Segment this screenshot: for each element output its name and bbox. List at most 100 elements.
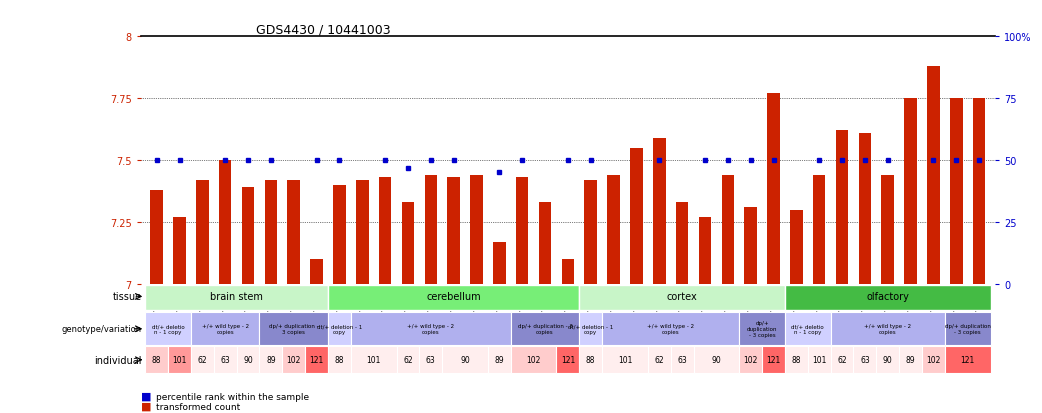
Bar [333,185,346,284]
Text: 102: 102 [744,355,758,364]
Bar [904,99,917,284]
Bar [511,347,556,373]
Bar [739,313,785,345]
Bar [927,67,940,284]
Bar [288,180,300,284]
Text: GDS4430 / 10441003: GDS4430 / 10441003 [256,23,391,36]
Bar [442,347,488,373]
Text: +/+ wild type - 2
copies: +/+ wild type - 2 copies [647,324,694,335]
Bar [767,94,779,284]
Bar [191,313,259,345]
Bar [265,180,277,284]
Bar [447,178,460,284]
Text: 121: 121 [961,355,975,364]
Text: +/+ wild type - 2
copies: +/+ wild type - 2 copies [202,324,249,335]
Text: 88: 88 [334,355,344,364]
Bar [579,286,785,311]
Bar [813,176,825,284]
Text: cortex: cortex [667,292,697,302]
Bar [259,347,282,373]
Bar [808,347,830,373]
Text: +/+ wild type - 2
copies: +/+ wild type - 2 copies [407,324,454,335]
Bar [168,347,191,373]
Bar [562,259,574,284]
Text: ■: ■ [141,391,151,401]
Bar [836,131,848,284]
Bar [328,347,351,373]
Text: 90: 90 [461,355,470,364]
Bar [173,218,185,284]
Text: genotype/variation: genotype/variation [61,325,142,333]
Text: 62: 62 [837,355,847,364]
Bar [602,313,739,345]
Text: dp/+ duplication
- 3 copies: dp/+ duplication - 3 copies [945,324,991,335]
Text: 63: 63 [426,355,436,364]
Text: 101: 101 [172,355,187,364]
Text: transformed count: transformed count [156,402,241,411]
Bar [145,286,328,311]
Text: 89: 89 [495,355,504,364]
Text: 102: 102 [926,355,941,364]
Bar [602,347,648,373]
Bar [785,286,991,311]
Bar [237,347,259,373]
Bar [351,347,397,373]
Bar [397,347,419,373]
Bar [630,148,643,284]
Bar [579,313,602,345]
Bar [739,347,762,373]
Bar [882,176,894,284]
Bar [876,347,899,373]
Bar [516,178,528,284]
Text: 63: 63 [860,355,870,364]
Bar [219,161,231,284]
Text: 121: 121 [766,355,780,364]
Text: brain stem: brain stem [210,292,263,302]
Bar [511,313,579,345]
Bar [762,347,785,373]
Text: percentile rank within the sample: percentile rank within the sample [156,392,309,401]
Text: 88: 88 [792,355,801,364]
Bar [945,313,991,345]
Bar [585,180,597,284]
Text: individual: individual [95,355,142,365]
Bar [191,347,214,373]
Text: dp/+ duplication -
3 copies: dp/+ duplication - 3 copies [269,324,319,335]
Bar [311,259,323,284]
Text: dt/+ deletio
n - 1 copy: dt/+ deletio n - 1 copy [152,324,184,335]
Bar [607,176,620,284]
Bar [379,178,392,284]
Bar [328,286,579,311]
Text: 101: 101 [618,355,632,364]
Bar [470,176,482,284]
Text: 101: 101 [367,355,381,364]
Bar [145,313,191,345]
Text: 102: 102 [287,355,301,364]
Bar [899,347,922,373]
Bar [950,99,963,284]
Bar [539,203,551,284]
Text: 101: 101 [812,355,826,364]
Bar [945,347,991,373]
Text: cerebellum: cerebellum [426,292,481,302]
Bar [145,347,168,373]
Bar [579,347,602,373]
Text: 90: 90 [883,355,893,364]
Bar [653,138,666,284]
Bar [721,176,735,284]
Text: 88: 88 [586,355,595,364]
Bar [744,208,756,284]
Bar [214,347,237,373]
Bar [853,347,876,373]
Bar [830,347,853,373]
Text: dt/+ deletio
n - 1 copy: dt/+ deletio n - 1 copy [791,324,824,335]
Bar [648,347,671,373]
Text: olfactory: olfactory [866,292,910,302]
Bar [922,347,945,373]
Bar [790,210,802,284]
Bar [328,313,351,345]
Text: 121: 121 [309,355,324,364]
Text: 62: 62 [403,355,413,364]
Bar [424,176,437,284]
Bar [785,313,830,345]
